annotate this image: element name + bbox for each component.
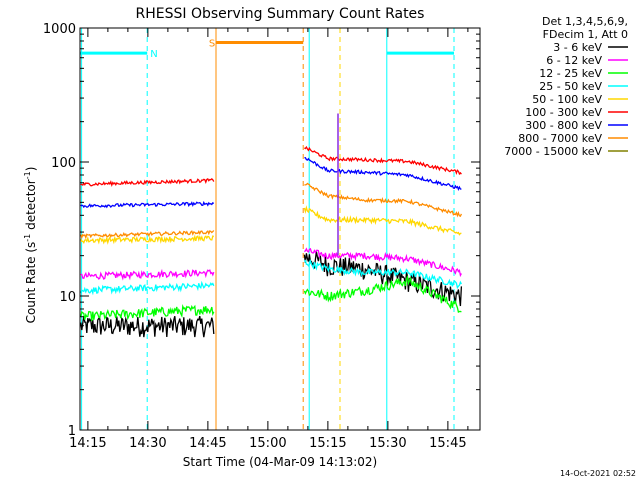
series-6-12-kev-post-gap [303, 247, 462, 278]
y-axis-label-sup2: -1 [23, 171, 32, 179]
x-tick-label: 14:30 [129, 436, 166, 451]
y-tick-label: 1000 [43, 22, 76, 37]
x-tick-label: 15:15 [309, 436, 346, 451]
bar-label-n: N [150, 49, 157, 60]
plot-area: NS [80, 28, 463, 430]
legend-entry-label: 50 - 100 keV [532, 93, 602, 106]
legend-entry-label: 100 - 300 keV [525, 106, 602, 119]
y-axis-label-sup1: -1 [23, 234, 32, 242]
plot-frame [79, 27, 481, 431]
series-800-7000-kev-post-gap [304, 182, 462, 218]
y-tick-label: 100 [51, 156, 76, 171]
series-300-800-kev-pre-gap [80, 200, 215, 209]
y-axis-label-main: Count Rate (s [24, 242, 38, 324]
y-axis-label-end: ) [24, 167, 38, 172]
legend: Det 1,3,4,5,6,9, FDecim 1, Att 0 3 - 6 k… [504, 15, 628, 158]
legend-header-line2: FDecim 1, Att 0 [543, 28, 628, 41]
series-25-50-kev-post-gap [303, 259, 462, 290]
series-25-50-kev-pre-gap [80, 280, 215, 296]
x-tick-label: 14:45 [189, 436, 226, 451]
legend-entry-label: 12 - 25 keV [539, 67, 602, 80]
x-tick-label: 15:30 [369, 436, 406, 451]
y-axis-label: Count Rate (s-1 detector-1) [23, 167, 38, 324]
series-100-300-kev-post-gap [304, 145, 462, 176]
series-3-6-kev-pre-gap [80, 315, 215, 338]
y-tick-label: 1 [68, 424, 76, 439]
legend-entry-label: 3 - 6 keV [553, 41, 602, 54]
series-800-7000-kev-pre-gap [80, 230, 215, 240]
series-12-25-kev-post-gap [303, 274, 462, 313]
series-50-100-kev-pre-gap [80, 234, 215, 245]
legend-entry-label: 25 - 50 keV [539, 80, 602, 93]
x-tick-label: 14:15 [69, 436, 106, 451]
series-12-25-kev-pre-gap [80, 303, 215, 322]
series-100-300-kev-pre-gap [80, 177, 215, 188]
series-300-800-kev-post-gap [304, 156, 462, 191]
y-axis-label-mid: detector [24, 179, 38, 234]
chart-title: RHESSI Observing Summary Count Rates [136, 6, 425, 22]
footer-timestamp: 14-Oct-2021 02:52 [560, 469, 636, 478]
legend-entry-label: 300 - 800 keV [525, 119, 602, 132]
x-tick-label: 15:45 [429, 436, 466, 451]
legend-header-line1: Det 1,3,4,5,6,9, [542, 15, 628, 28]
bar-label-s: S [209, 38, 215, 49]
series-6-12-kev-pre-gap [80, 268, 215, 281]
x-axis-label: Start Time (04-Mar-09 14:13:02) [183, 455, 377, 469]
series-50-100-kev-post-gap [303, 205, 462, 236]
legend-entry-label: 7000 - 15000 keV [504, 145, 602, 158]
legend-entry-label: 6 - 12 keV [546, 54, 602, 67]
x-tick-label: 15:00 [249, 436, 286, 451]
axes: 1 10 100 1000 14:15 14:30 14:45 15:00 15:15 15:30… [43, 22, 481, 451]
y-tick-label: 10 [59, 290, 76, 305]
legend-entry-label: 800 - 7000 keV [518, 132, 602, 145]
